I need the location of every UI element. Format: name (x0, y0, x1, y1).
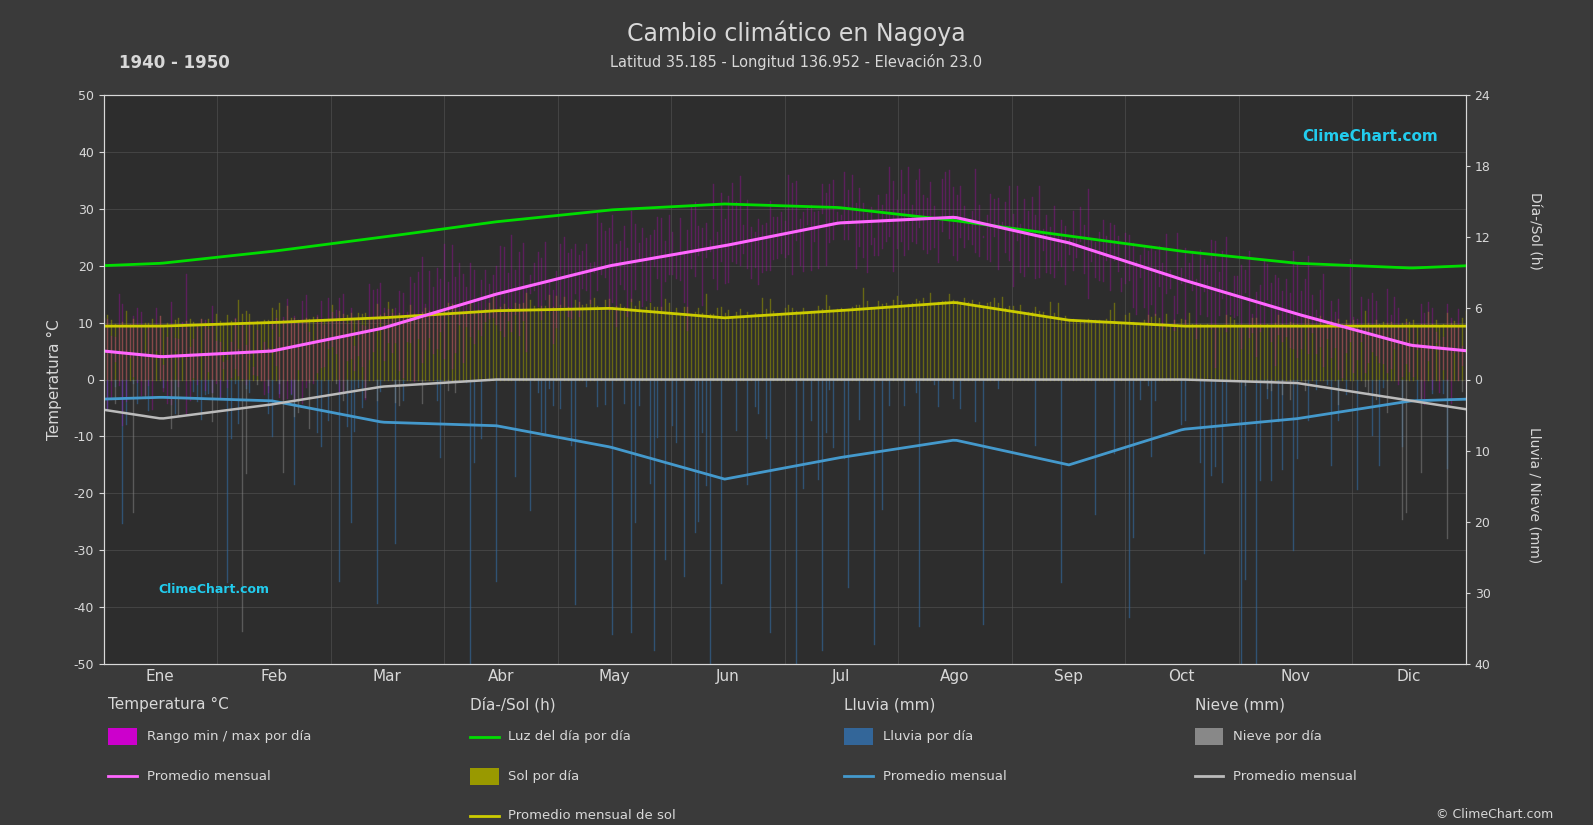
Text: Promedio mensual: Promedio mensual (883, 770, 1007, 783)
Text: 1940 - 1950: 1940 - 1950 (119, 54, 231, 72)
Text: Lluvia por día: Lluvia por día (883, 730, 973, 743)
Text: Lluvia / Nieve (mm): Lluvia / Nieve (mm) (1528, 427, 1540, 563)
Text: Promedio mensual: Promedio mensual (147, 770, 271, 783)
Text: Día-/Sol (h): Día-/Sol (h) (1528, 192, 1540, 270)
Text: ClimeChart.com: ClimeChart.com (1303, 129, 1438, 144)
Text: Nieve por día: Nieve por día (1233, 730, 1322, 743)
Text: Rango min / max por día: Rango min / max por día (147, 730, 311, 743)
Text: Día-/Sol (h): Día-/Sol (h) (470, 697, 556, 713)
Text: Promedio mensual: Promedio mensual (1233, 770, 1357, 783)
Text: Sol por día: Sol por día (508, 770, 580, 783)
Y-axis label: Temperatura °C: Temperatura °C (48, 319, 62, 440)
Text: Temperatura °C: Temperatura °C (108, 697, 229, 712)
Text: Cambio climático en Nagoya: Cambio climático en Nagoya (628, 21, 965, 46)
Text: Latitud 35.185 - Longitud 136.952 - Elevación 23.0: Latitud 35.185 - Longitud 136.952 - Elev… (610, 54, 983, 69)
Text: Promedio mensual de sol: Promedio mensual de sol (508, 809, 675, 823)
Text: ClimeChart.com: ClimeChart.com (158, 582, 269, 596)
Text: Nieve (mm): Nieve (mm) (1195, 697, 1284, 712)
Text: © ClimeChart.com: © ClimeChart.com (1435, 808, 1553, 821)
Text: Lluvia (mm): Lluvia (mm) (844, 697, 935, 712)
Text: Luz del día por día: Luz del día por día (508, 730, 631, 743)
